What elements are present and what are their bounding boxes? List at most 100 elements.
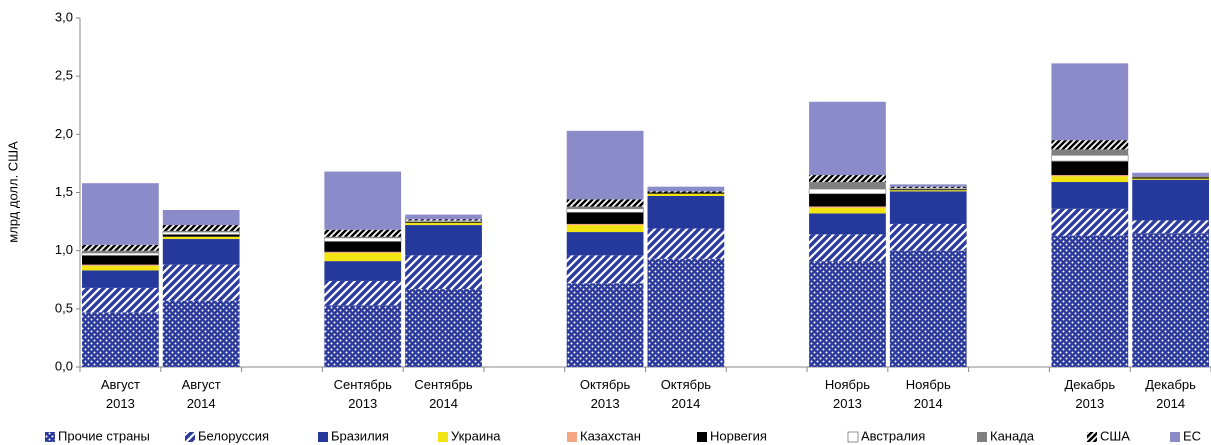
bar-segment [1132,176,1209,178]
bar-segment [1051,182,1129,209]
bar-segment [1132,220,1209,234]
bar-segment [324,261,402,281]
bar-segment [1051,208,1129,236]
legend-swatch [1170,432,1180,442]
bar-segment [1132,178,1209,180]
bar-segment [566,130,644,200]
bar-segment [1051,63,1129,141]
bar-segment [405,222,482,226]
y-tick-label: 0,0 [55,358,73,373]
bar-segment [323,237,402,242]
bar-segment [566,225,644,233]
bar-segment [1132,172,1209,177]
bar-segment [1132,177,1209,179]
bar-segment [405,219,482,221]
legend-label: ЕС [1183,428,1201,443]
bar-segment [809,234,886,262]
bar-segment [324,251,402,253]
x-tick-label: Август 2013 [100,377,140,411]
bar-segment [809,175,886,183]
bar-segment [81,252,160,256]
legend-swatch [847,431,859,443]
y-axis-label: млрд долл. США [5,141,20,243]
bar-segment [162,239,240,265]
bar-segment [82,312,159,367]
bar-segment [324,252,402,262]
legend-swatch [977,432,987,442]
bar-segment [405,255,482,290]
legend-label: Норвегия [710,428,767,443]
bar-segment [566,232,644,256]
bar-segment [889,250,967,367]
bar-segment [1132,179,1209,221]
bar-segment [162,209,240,226]
legend-label: Казахстан [580,428,641,443]
bar-segment [324,280,402,306]
bar-segment [566,223,644,226]
bar-segment [809,207,886,214]
bar-segment [1051,175,1129,177]
legend-swatch [185,432,195,442]
legend-swatch [1087,432,1097,442]
bar-segment [809,213,886,235]
bar-segment [162,264,240,301]
bar-segment [324,305,402,367]
bar-segment [566,255,644,284]
bar-segment [566,212,644,224]
bar-segment [566,206,644,209]
y-tick-label: 1,5 [55,184,73,199]
bar-segment [647,228,725,259]
bar-segment [324,171,402,230]
y-tick-label: 2,0 [55,126,73,141]
bar-segment [647,193,725,196]
bar-segment [82,270,159,288]
x-tick-label: Август 2014 [181,377,221,411]
bar-segment [1051,161,1129,176]
bar-segment [404,220,483,222]
legend-swatch [697,432,707,442]
bar-segment [1051,176,1129,183]
legend-label: США [1100,428,1130,443]
bar-segment [162,225,240,231]
x-tick-label: Декабрь 2014 [1145,377,1196,411]
legend-swatch [438,432,448,442]
bar-segment [162,236,240,240]
bar-segment [82,255,159,265]
bar-segment [889,223,967,251]
bar-segment [82,244,159,251]
bar-segment [324,236,402,238]
bar-segment [405,221,482,223]
bar-segment [809,193,886,207]
y-tick-label: 3,0 [55,9,73,24]
bar-segment [889,186,967,188]
y-tick-label: 0,5 [55,300,73,315]
legend-label: Австралия [861,428,925,443]
x-tick-label: Октябрь 2013 [579,377,631,411]
legend-label: Украина [451,428,501,443]
bar-segment [647,191,725,193]
x-tick-label: Ноябрь 2013 [824,377,870,411]
bar-segment [405,225,482,256]
x-tick-label: Ноябрь 2014 [905,377,951,411]
bar-segment [162,230,240,233]
x-tick-label: Декабрь 2013 [1064,377,1116,411]
legend-label: Бразилия [331,428,389,443]
bar-segment [1051,235,1129,367]
bar-segment [647,192,725,194]
bar-segment [809,101,886,176]
bar-segment [82,264,159,266]
bar-segment [82,287,159,313]
x-tick-label: Октябрь 2014 [660,377,712,411]
bar-segment [889,184,967,187]
bar-segment [809,182,886,190]
bar-segment [889,187,968,190]
bar-segment [809,261,886,367]
y-tick-label: 2,5 [55,68,73,83]
bar-segment [889,189,967,191]
legend-swatch [567,432,577,442]
bar-segment [566,199,644,207]
y-tick-label: 1,0 [55,242,73,257]
bar-segment [405,289,482,367]
